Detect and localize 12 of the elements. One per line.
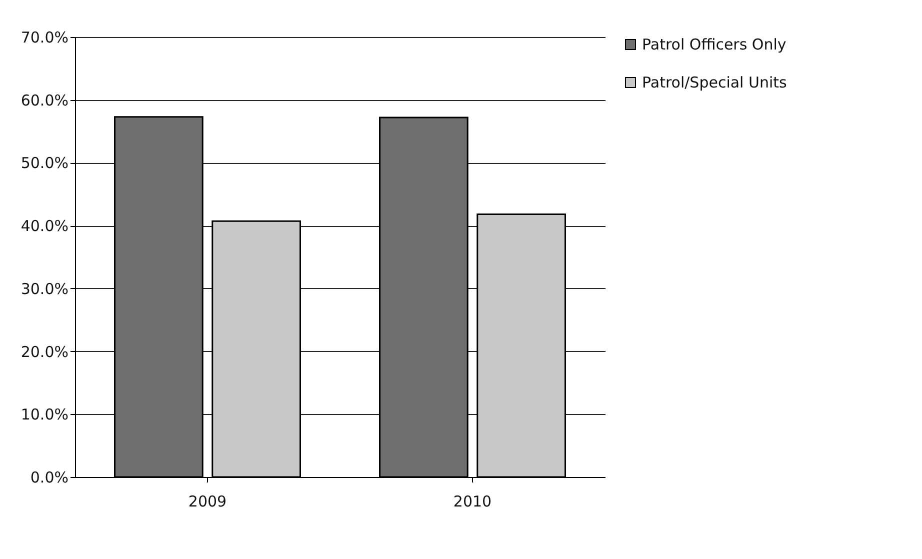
legend-label: Patrol/Special Units: [642, 74, 788, 92]
y-tick-label: 10.0%: [20, 406, 68, 424]
y-tick-label: 60.0%: [20, 91, 68, 110]
x-tick-label: 2010: [453, 492, 492, 510]
y-tick-label: 70.0%: [20, 28, 68, 46]
y-tick-label: 50.0%: [20, 154, 68, 172]
y-tick-label: 0.0%: [30, 468, 68, 486]
legend-label: Patrol Officers Only: [642, 36, 786, 54]
x-tick-label: 2009: [188, 492, 227, 510]
y-tick-label: 40.0%: [20, 217, 68, 236]
y-tick-label: 30.0%: [20, 280, 68, 298]
y-tick-label: 20.0%: [20, 342, 68, 361]
